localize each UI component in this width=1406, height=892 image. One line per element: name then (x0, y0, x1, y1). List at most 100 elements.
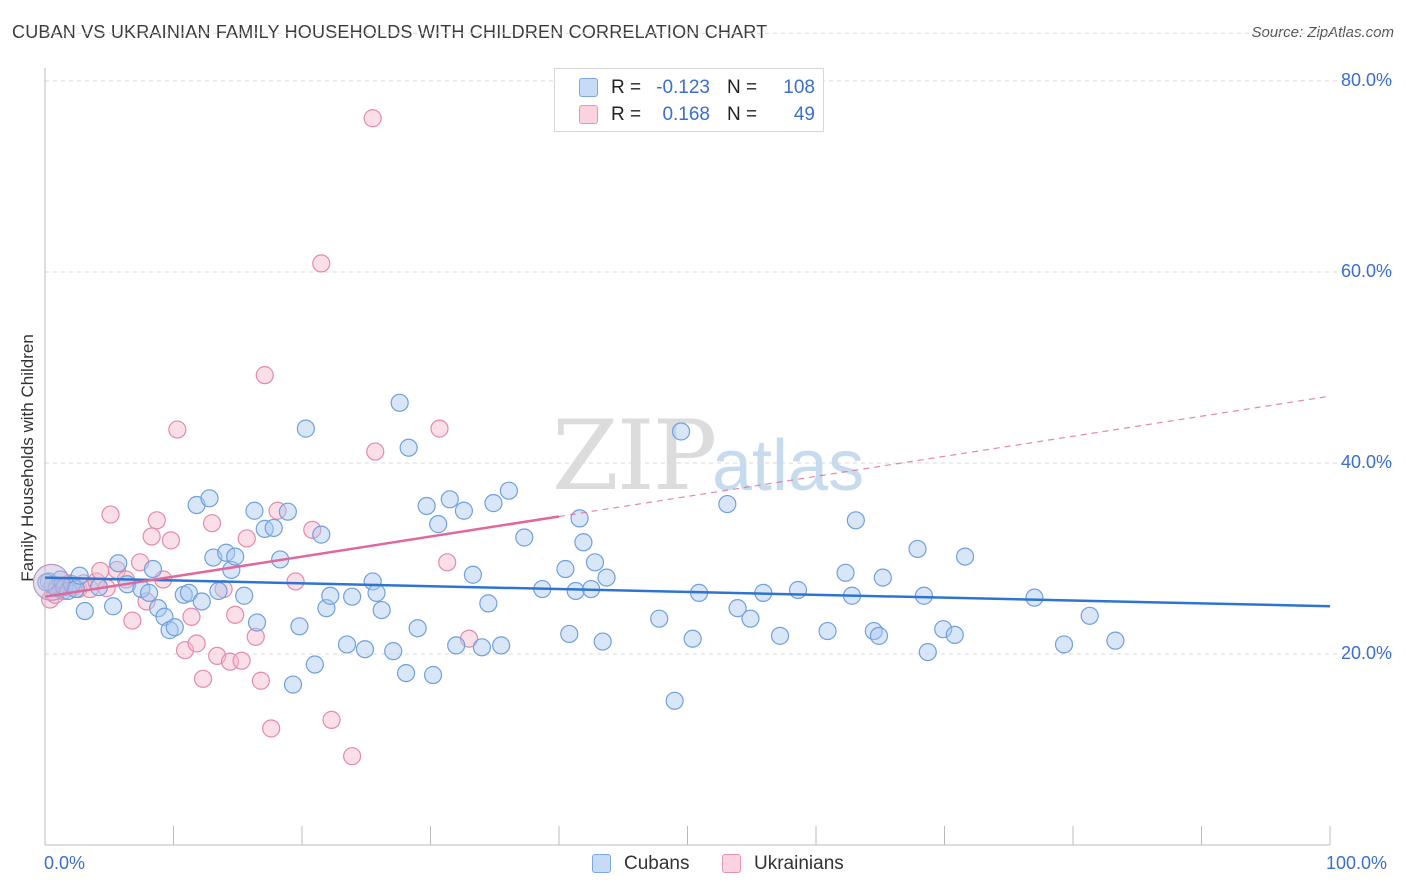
cubans-point (718, 494, 737, 514)
ukrainians-point (262, 719, 281, 738)
ukrainians-point (232, 651, 251, 670)
cubans-point (139, 583, 159, 602)
cubans-point (264, 518, 283, 538)
cluster-point (32, 563, 71, 601)
ukrainians-point (175, 641, 195, 660)
cubans-point (472, 638, 491, 657)
ukrainians-point (193, 669, 213, 688)
ukrainians-point (91, 561, 110, 581)
cubans-point (290, 617, 309, 636)
ukrainians-point (147, 511, 166, 530)
cubans-point (104, 597, 123, 616)
cubans-point (75, 601, 94, 621)
cubans-point (818, 621, 837, 641)
cubans-point (945, 625, 964, 645)
watermark-zip: ZIP (552, 400, 717, 512)
cubans-point (741, 609, 760, 628)
cubans-point (788, 580, 808, 600)
cubans-point (283, 675, 303, 694)
cubans-point (143, 559, 163, 579)
cubans-point (479, 594, 498, 613)
ukrainians-point (303, 520, 322, 539)
cubans-point (165, 618, 184, 637)
legend-swatch-ukrainians (722, 854, 741, 873)
legend-swatch-cubans (592, 854, 611, 873)
cubans-point (683, 629, 702, 648)
legend-n-label: N = (727, 104, 758, 125)
ukrainians-point (246, 627, 265, 646)
legend-n-value: 108 (783, 77, 815, 98)
cubans-point (200, 489, 219, 508)
cubans-point (390, 393, 409, 412)
cubans-point (160, 621, 179, 640)
cubans-point (499, 481, 518, 500)
y-tick-label: 20.0% (1340, 643, 1392, 663)
ukrainians-point (255, 366, 274, 385)
ukrainians-point (182, 607, 201, 626)
cubans-point (296, 419, 315, 438)
series-cubans (32, 393, 1125, 710)
cubans-point (278, 502, 297, 521)
cubans-point (179, 583, 199, 602)
cubans-point (914, 586, 934, 605)
cubans-point (918, 642, 937, 662)
cubans-point (585, 553, 605, 572)
legend-n-value: 49 (793, 104, 815, 125)
trend-line-ukrainians (44, 515, 560, 598)
ukrainians-point (322, 710, 341, 729)
legend-r-value: 0.168 (662, 104, 710, 125)
ukrainians-point (343, 747, 362, 766)
cubans-point (423, 665, 443, 685)
cubans-point (955, 547, 975, 566)
legend-label-cubans: Cubans (624, 853, 690, 874)
cubans-point (1025, 588, 1044, 607)
cubans-point (463, 565, 483, 584)
cubans-point (247, 613, 267, 632)
y-tick-label: 60.0% (1340, 261, 1392, 281)
cubans-point (192, 592, 211, 611)
ukrainians-point (363, 109, 382, 128)
ukrainians-point (438, 553, 457, 572)
cubans-point (396, 663, 416, 683)
y-tick-label: 80.0% (1340, 70, 1392, 90)
cubans-point (492, 636, 511, 655)
cubans-point (217, 543, 236, 562)
cubans-point (408, 619, 427, 638)
trend-lines (44, 395, 1331, 608)
cubans-point (47, 579, 66, 598)
cubans-point (1080, 606, 1099, 625)
cubans-point (873, 568, 892, 587)
cubans-point (934, 620, 953, 639)
cubans-point (484, 494, 503, 513)
cubans-point (245, 501, 264, 520)
cubans-point (337, 635, 357, 654)
source-credit: Source: ZipAtlas.com (1251, 24, 1394, 41)
legend-r-label: R = (611, 104, 642, 125)
cubans-point (367, 583, 386, 602)
ukrainians-point (168, 420, 187, 439)
cubans-point (556, 559, 575, 579)
cubans-point (836, 563, 855, 582)
cubans-point (1106, 631, 1125, 650)
cubans-point (343, 587, 362, 606)
cubans-point (70, 566, 89, 585)
cubans-point (209, 581, 228, 601)
series-legend: Cubans Ukrainians (0, 852, 1406, 878)
cubans-point (447, 636, 466, 655)
cubans-point (1054, 635, 1074, 654)
ukrainians-point (202, 514, 222, 533)
cubans-point (440, 490, 459, 509)
ukrainians-point (101, 505, 120, 524)
x-tick-label-min: 0.0% (44, 853, 86, 873)
axes (44, 68, 1331, 846)
cubans-point (574, 533, 593, 552)
legend-label-ukrainians: Ukrainians (754, 853, 844, 874)
cubans-point (515, 528, 534, 547)
cubans-point (566, 581, 585, 601)
watermark-atlas: atlas (712, 426, 865, 506)
legend-swatch-ukrainians (579, 105, 598, 124)
legend-n-label: N = (727, 77, 758, 98)
ukrainians-point (142, 527, 161, 546)
legend-r-label: R = (611, 77, 642, 98)
